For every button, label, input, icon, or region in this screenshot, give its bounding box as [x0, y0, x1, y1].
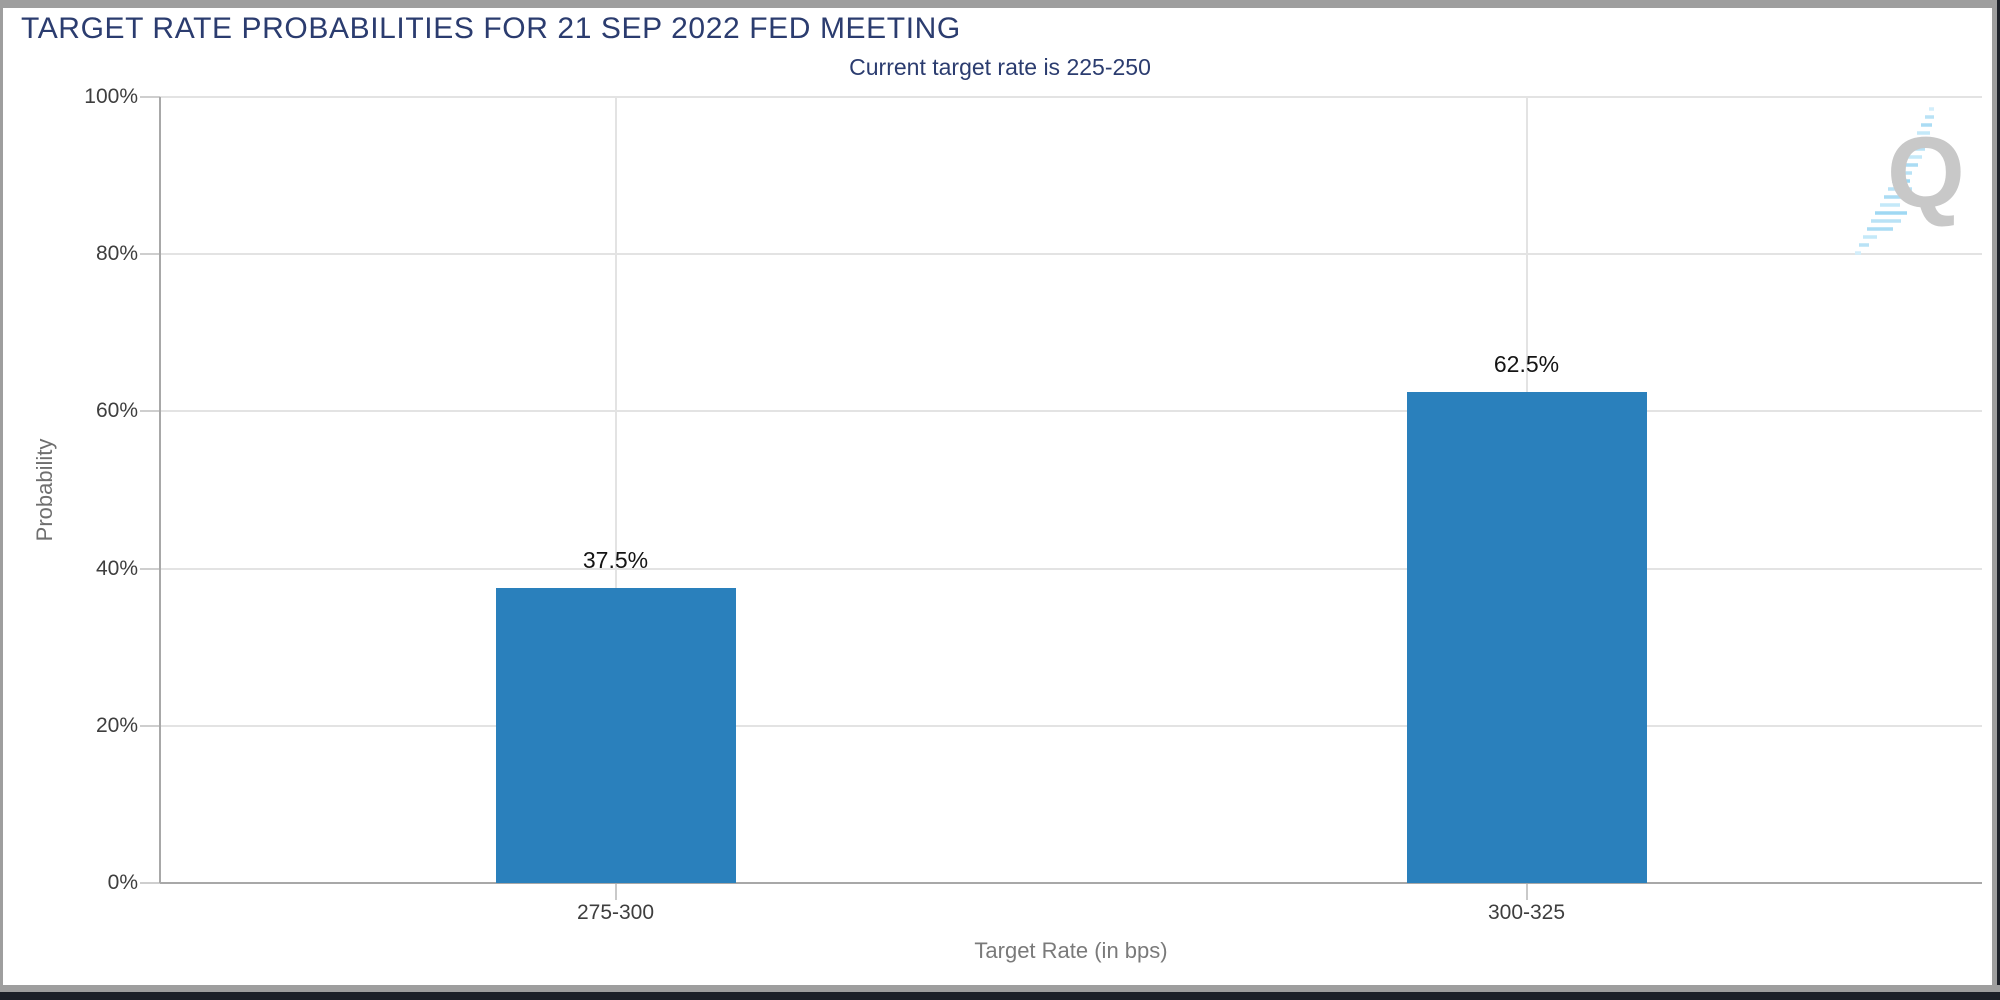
y-tick-mark [140, 253, 160, 256]
chart-subtitle: Current target rate is 225-250 [849, 54, 1151, 80]
quantower-watermark-logo: Q [1845, 95, 1980, 260]
y-tick-mark [140, 96, 160, 98]
bar-value-label: 62.5% [1493, 350, 1560, 377]
x-axis-line [160, 882, 1982, 884]
x-tick-label: 275-300 [576, 901, 655, 924]
gridline-horizontal [160, 724, 1982, 727]
window-border-left [0, 0, 3, 1000]
x-tick-mark [614, 883, 617, 900]
bar-value-label: 37.5% [582, 547, 649, 574]
logo-q-letter: Q [1887, 117, 1965, 229]
y-tick-mark [140, 882, 160, 884]
y-tick-label: 40% [95, 556, 138, 580]
x-tick-label: 300-325 [1487, 901, 1566, 924]
plot-area: 37.5% 275-300 62.5% 300-325 [159, 96, 1982, 924]
y-tick-mark [140, 567, 160, 570]
window-border-right-edge [1997, 0, 2000, 1000]
probability-bar[interactable] [495, 588, 736, 883]
window-border-bottom [0, 985, 2000, 992]
window-border-bottom-edge [0, 992, 2000, 1000]
y-tick-label: 0% [107, 871, 138, 894]
y-tick-label: 20% [95, 713, 138, 737]
logo-swoosh-dashes-icon [1855, 107, 1934, 255]
y-tick-label: 60% [95, 399, 138, 423]
window-border-top [0, 0, 2000, 8]
window-border-right [1992, 0, 1997, 1000]
chart-title: TARGET RATE PROBABILITIES FOR 21 SEP 202… [21, 12, 961, 45]
y-axis-title: Probability [32, 438, 57, 542]
y-tick-mark [140, 410, 160, 413]
y-axis-line [159, 97, 161, 883]
gridline-vertical [614, 97, 617, 883]
y-tick-mark [140, 724, 160, 727]
gridline-horizontal [160, 567, 1982, 570]
y-tick-label: 100% [84, 85, 138, 108]
probability-bar[interactable] [1406, 391, 1647, 883]
x-tick-mark [1525, 883, 1528, 900]
gridline-horizontal [160, 96, 1982, 98]
x-axis-title: Target Rate (in bps) [974, 938, 1168, 963]
gridline-horizontal [160, 410, 1982, 413]
gridline-horizontal [160, 253, 1982, 256]
y-tick-label: 80% [95, 242, 138, 266]
y-axis: 0% 20% 40% 60% 80% 100% [0, 85, 160, 894]
